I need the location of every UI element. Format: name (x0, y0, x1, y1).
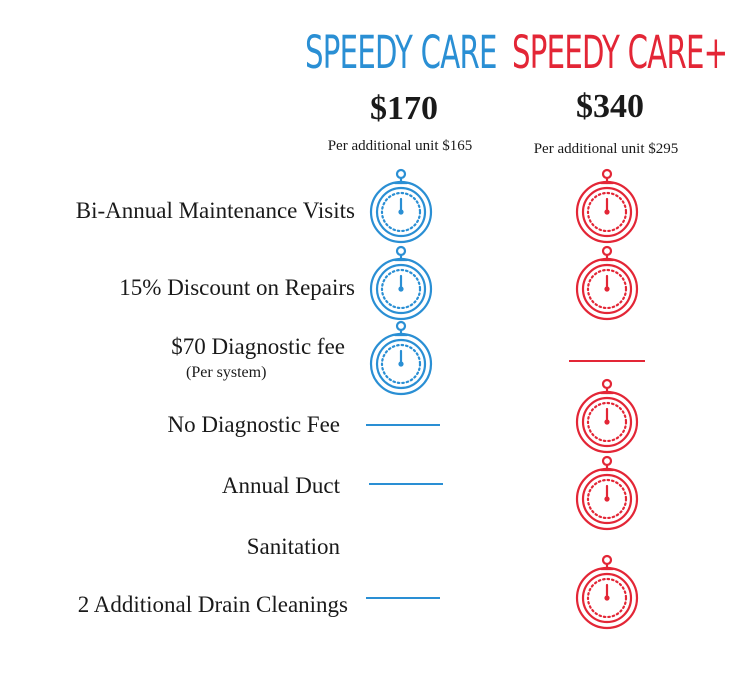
feature-label-diagnostic-fee: $70 Diagnostic fee (171, 334, 345, 359)
stopwatch-icon (575, 168, 639, 244)
feature-sublabel-per-system: (Per system) (186, 364, 267, 381)
plan-speedy-care-title: SPEEDY CARE (305, 26, 497, 79)
plan1-dash-no-diagnostic-fee (366, 424, 440, 426)
plan1-dash-annual-duct (369, 483, 443, 485)
stopwatch-icon (575, 378, 639, 454)
plan-speedy-care-plus-title: SPEEDY CARE+ (512, 26, 728, 79)
feature-label-annual-duct: Annual Duct (221, 473, 340, 498)
stopwatch-icon (575, 554, 639, 630)
stopwatch-icon (575, 455, 639, 531)
stopwatch-icon (369, 245, 433, 321)
stopwatch-icon (369, 320, 433, 396)
plan2-dash-diagnostic-fee (569, 360, 645, 362)
feature-label-sanitation: Sanitation (246, 534, 340, 559)
stopwatch-icon (575, 245, 639, 321)
stopwatch-icon (369, 168, 433, 244)
feature-label-no-diagnostic-fee: No Diagnostic Fee (167, 412, 340, 437)
feature-label-bi-annual-visits: Bi-Annual Maintenance Visits (75, 198, 355, 223)
plan-speedy-care-plus-additional: Per additional unit $295 (533, 141, 679, 157)
plan-speedy-care-price: $170 (370, 90, 438, 127)
plan1-dash-drain-cleanings (366, 597, 440, 599)
feature-label-drain-cleanings: 2 Additional Drain Cleanings (77, 592, 348, 617)
plan-speedy-care-plus-price: $340 (576, 88, 644, 125)
plan-speedy-care-additional: Per additional unit $165 (327, 138, 473, 154)
feature-label-repair-discount: 15% Discount on Repairs (119, 275, 355, 300)
